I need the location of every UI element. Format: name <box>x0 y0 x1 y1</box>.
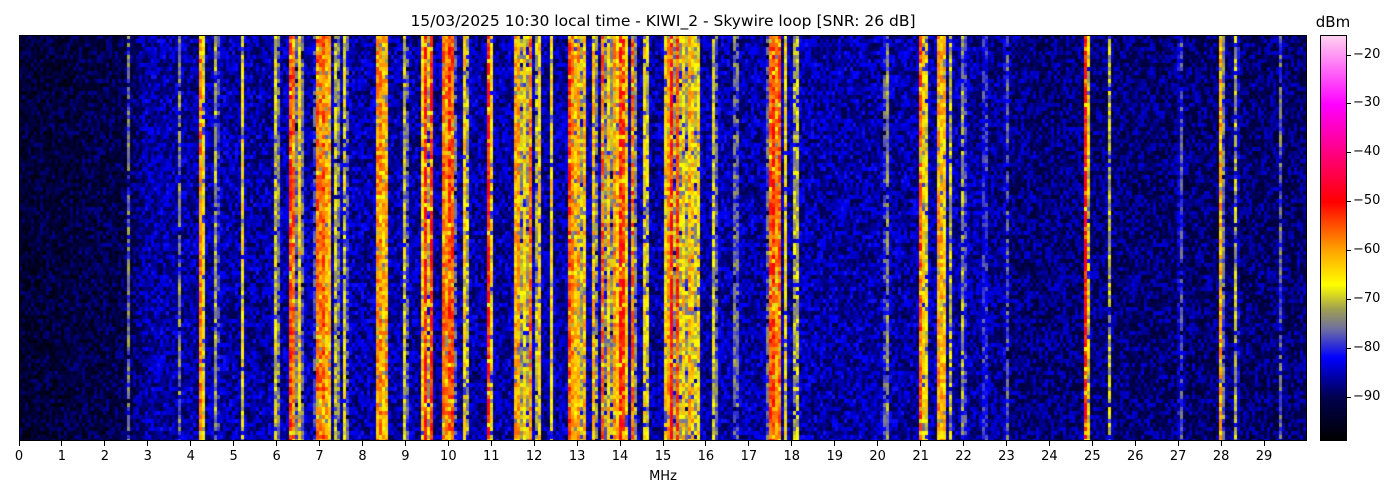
x-tick <box>963 441 965 446</box>
x-tick <box>1177 441 1179 446</box>
x-tick-label: 7 <box>315 449 324 464</box>
colorbar-gradient <box>1321 36 1346 440</box>
x-tick-label: 10 <box>440 449 457 464</box>
x-tick-label: 6 <box>272 449 281 464</box>
x-tick-label: 28 <box>1212 449 1230 464</box>
x-tick-label: 4 <box>186 449 195 464</box>
x-tick <box>490 441 492 446</box>
x-tick <box>1048 441 1050 446</box>
x-tick <box>361 441 363 446</box>
x-tick-label: 11 <box>482 449 500 464</box>
colorbar-tick <box>1347 299 1351 301</box>
x-tick-label: 19 <box>826 449 843 464</box>
x-tick <box>662 441 664 446</box>
x-tick-label: 23 <box>998 449 1015 464</box>
x-tick <box>576 441 578 446</box>
x-tick-label: 1 <box>57 449 67 464</box>
x-tick <box>104 441 106 446</box>
x-tick-label: 29 <box>1255 449 1273 464</box>
x-tick-label: 0 <box>14 449 24 464</box>
chart-title: 15/03/2025 10:30 local time - KIWI_2 - S… <box>410 12 916 30</box>
x-tick <box>1263 441 1265 446</box>
colorbar-tick <box>1347 201 1351 203</box>
waterfall-heatmap <box>19 35 1307 441</box>
colorbar-tick-label: −40 <box>1353 144 1381 160</box>
x-tick-label: 3 <box>143 449 152 464</box>
colorbar-tick <box>1347 396 1351 398</box>
x-tick <box>61 441 63 446</box>
x-tick-label: 14 <box>611 449 629 464</box>
x-tick-label: 20 <box>869 449 886 464</box>
x-tick-label: 21 <box>912 449 929 464</box>
colorbar-tick-label: −30 <box>1353 95 1381 111</box>
x-tick <box>147 441 149 446</box>
colorbar-tick-label: −80 <box>1353 340 1381 356</box>
colorbar-tick-label: −90 <box>1353 388 1381 404</box>
x-tick <box>1005 441 1007 446</box>
x-tick-label: 17 <box>740 449 758 464</box>
x-tick <box>18 441 20 446</box>
colorbar-tick <box>1347 250 1351 252</box>
x-tick-label: 5 <box>229 449 238 464</box>
x-tick <box>190 441 192 446</box>
x-tick-label: 13 <box>568 449 586 464</box>
plot-frame <box>19 35 1307 441</box>
x-tick <box>920 441 922 446</box>
colorbar-tick <box>1347 152 1351 154</box>
x-tick <box>233 441 235 446</box>
colorbar-tick-label: −20 <box>1353 46 1381 62</box>
x-tick-label: 12 <box>525 449 543 464</box>
x-axis-label: MHz <box>649 469 677 484</box>
x-tick-label: 18 <box>783 449 801 464</box>
x-tick <box>1091 441 1093 446</box>
x-tick <box>705 441 707 446</box>
x-tick-label: 8 <box>358 449 367 464</box>
x-tick-label: 22 <box>955 449 972 464</box>
x-tick-label: 25 <box>1084 449 1101 464</box>
x-tick <box>319 441 321 446</box>
x-tick <box>877 441 879 446</box>
x-tick <box>748 441 750 446</box>
colorbar-tick <box>1347 103 1351 105</box>
colorbar-tick <box>1347 54 1351 56</box>
x-tick <box>1134 441 1136 446</box>
x-tick-label: 26 <box>1126 449 1144 464</box>
colorbar-tick-label: −50 <box>1353 193 1381 209</box>
x-tick <box>791 441 793 446</box>
x-tick <box>1220 441 1222 446</box>
x-tick-label: 16 <box>697 449 715 464</box>
x-tick <box>533 441 535 446</box>
colorbar-label: dBm <box>1315 13 1351 31</box>
x-tick-label: 27 <box>1169 449 1187 464</box>
x-tick <box>276 441 278 446</box>
colorbar <box>1320 35 1347 441</box>
x-tick <box>834 441 836 446</box>
x-tick-label: 9 <box>401 449 410 464</box>
x-tick-label: 15 <box>654 449 672 464</box>
colorbar-tick-label: −70 <box>1353 291 1381 307</box>
colorbar-tick <box>1347 348 1351 350</box>
x-tick <box>619 441 621 446</box>
x-tick <box>447 441 449 446</box>
colorbar-tick-label: −60 <box>1353 242 1381 258</box>
x-tick-label: 2 <box>100 449 109 464</box>
x-tick <box>404 441 406 446</box>
x-tick-label: 24 <box>1041 449 1058 464</box>
